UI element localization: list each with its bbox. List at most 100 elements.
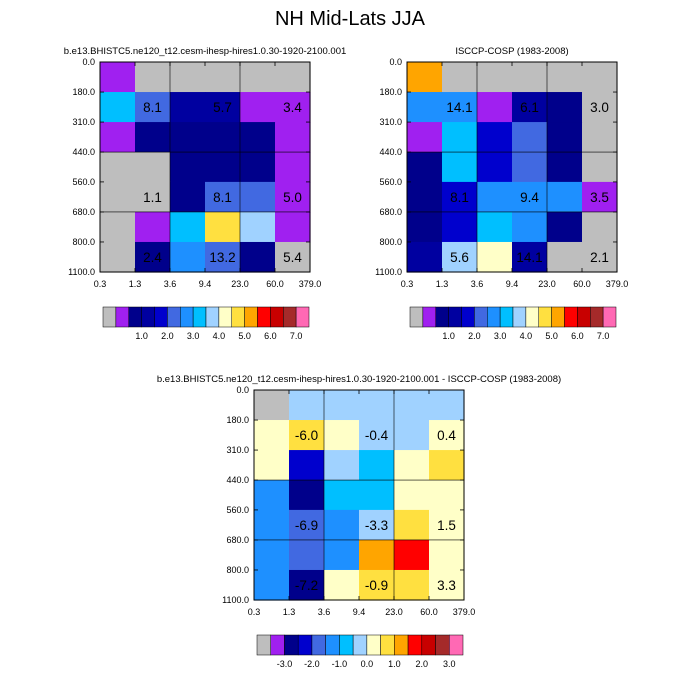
colorbar-swatch — [283, 307, 296, 327]
heatmap-cell — [512, 152, 548, 182]
colorbar-swatch — [206, 307, 219, 327]
obs-chart: ISCCP-COSP (1983-2008)0.3 1.3 3.6 9.4 23.0 60… — [375, 46, 628, 341]
colorbar-swatch — [129, 307, 142, 327]
data-label: 3.5 — [590, 190, 609, 205]
colorbar-swatch — [257, 635, 271, 655]
x-tick-label: 23.0 — [385, 607, 403, 617]
heatmap-cell — [100, 242, 136, 273]
heatmap-cell — [170, 122, 206, 153]
colorbar-label: 2.0 — [161, 331, 174, 341]
colorbar-label: 6.0 — [264, 331, 277, 341]
y-tick-label: 560.0 — [72, 177, 95, 187]
colorbar-label: 1.0 — [135, 331, 148, 341]
model-chart: b.e13.BHISTC5.ne120_t12.cesm-ihesp-hires… — [64, 46, 347, 341]
x-tick-label: 9.4 — [506, 279, 519, 289]
colorbar-swatch — [552, 307, 565, 327]
y-tick-label: 0.0 — [236, 385, 249, 395]
y-tick-label: 310.0 — [72, 117, 95, 127]
heatmap-cell — [254, 390, 290, 421]
colorbar-swatch — [284, 635, 298, 655]
colorbar-label: 2.0 — [468, 331, 481, 341]
colorbar-label: -1.0 — [332, 659, 348, 669]
heatmap-cell — [289, 480, 325, 510]
x-tick-label: 23.0 — [538, 279, 556, 289]
heatmap-cell — [254, 480, 290, 510]
heatmap-cell — [407, 92, 443, 123]
x-tick-label: 3.6 — [164, 279, 177, 289]
heatmap-cell — [324, 540, 360, 571]
heatmap-cell — [394, 570, 430, 601]
colorbar-label: -2.0 — [304, 659, 320, 669]
heatmap-cell — [100, 182, 136, 213]
data-label: 1.1 — [143, 190, 162, 205]
heatmap-cell — [582, 212, 618, 243]
colorbar-swatch — [193, 307, 206, 327]
heatmap-cell — [324, 570, 360, 601]
x-tick-label: 379.0 — [453, 607, 476, 617]
y-tick-label: 680.0 — [226, 535, 249, 545]
colorbar-label: 6.0 — [571, 331, 584, 341]
y-tick-label: 1100.0 — [375, 267, 402, 277]
x-tick-label: 1.3 — [436, 279, 449, 289]
heatmap-cell — [407, 152, 443, 182]
colorbar-swatch — [353, 635, 367, 655]
heatmap-cell — [407, 212, 443, 243]
heatmap-cell — [170, 242, 206, 273]
data-label: -6.9 — [295, 518, 318, 533]
diff-chart: b.e13.BHISTC5.ne120_t12.cesm-ihesp-hires… — [157, 374, 561, 669]
x-tick-label: 9.4 — [353, 607, 366, 617]
y-tick-label: 440.0 — [226, 475, 249, 485]
data-label: 8.1 — [213, 190, 232, 205]
y-tick-label: 800.0 — [379, 237, 402, 247]
heatmap-cell — [205, 152, 241, 182]
colorbar-swatch — [436, 635, 450, 655]
y-tick-label: 0.0 — [389, 57, 402, 67]
heatmap-cell — [240, 182, 276, 213]
colorbar-swatch — [367, 635, 381, 655]
data-label: 5.0 — [283, 190, 302, 205]
heatmap-cell — [240, 152, 276, 182]
y-tick-label: 680.0 — [72, 207, 95, 217]
figure: NH Mid-Lats JJA b.e13.BHISTC5.ne120_t12.… — [0, 0, 700, 700]
y-tick-label: 560.0 — [379, 177, 402, 187]
heatmap-cell — [442, 122, 478, 153]
colorbar-swatch — [436, 307, 449, 327]
x-tick-label: 0.3 — [401, 279, 414, 289]
heatmap-cell — [547, 92, 583, 123]
diff-title: b.e13.BHISTC5.ne120_t12.cesm-ihesp-hires… — [157, 374, 561, 385]
colorbar-label: 1.0 — [388, 659, 401, 669]
heatmap-cell — [582, 122, 618, 153]
colorbar-swatch — [410, 307, 423, 327]
data-label: 14.1 — [516, 250, 542, 265]
data-label: -6.0 — [295, 428, 318, 443]
colorbar-swatch — [271, 635, 285, 655]
data-label: 5.7 — [213, 100, 232, 115]
data-label: 1.5 — [437, 518, 456, 533]
heatmap-cell — [512, 122, 548, 153]
heatmap-cell — [100, 122, 136, 153]
colorbar-swatch — [513, 307, 526, 327]
heatmap-cell — [477, 92, 513, 123]
data-label: 2.1 — [590, 250, 609, 265]
data-label: 8.1 — [143, 100, 162, 115]
heatmap-cell — [582, 152, 618, 182]
colorbar-label: 5.0 — [545, 331, 558, 341]
y-tick-label: 680.0 — [379, 207, 402, 217]
data-label: 2.4 — [143, 250, 162, 265]
colorbar-label: 3.0 — [494, 331, 507, 341]
heatmap-cell — [547, 62, 583, 93]
heatmap-cell — [477, 182, 513, 213]
data-label: 3.4 — [283, 100, 302, 115]
colorbar-swatch — [296, 307, 309, 327]
heatmap-cell — [275, 212, 311, 243]
heatmap-cell — [289, 540, 325, 571]
data-label: -3.3 — [365, 518, 388, 533]
heatmap-cell — [135, 152, 171, 182]
heatmap-cell — [512, 62, 548, 93]
heatmap-cell — [547, 152, 583, 182]
heatmap-cell — [240, 212, 276, 243]
heatmap-cell — [324, 450, 360, 481]
data-label: -0.4 — [365, 428, 389, 443]
heatmap-cell — [394, 420, 430, 451]
colorbar-label: 7.0 — [290, 331, 303, 341]
